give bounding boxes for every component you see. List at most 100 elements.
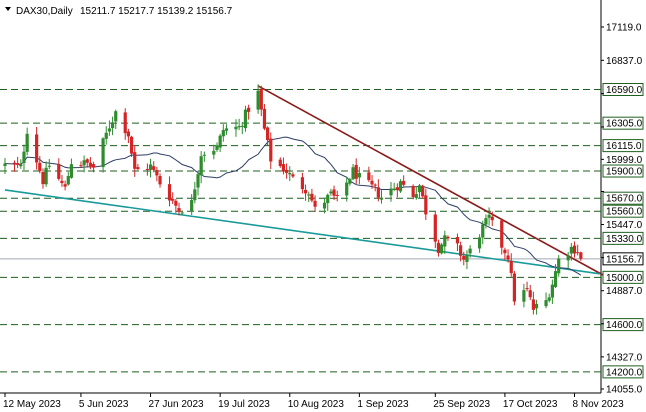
candle [572, 241, 577, 258]
candle [148, 158, 153, 178]
candle-body [237, 126, 241, 128]
level-tag-box [602, 164, 644, 178]
candle [35, 126, 39, 170]
candle-body [455, 237, 460, 244]
candle [367, 166, 371, 182]
candle-body [326, 194, 330, 204]
candle [123, 108, 127, 140]
level-tag-box [602, 270, 644, 284]
candle [202, 151, 206, 162]
candle-body [88, 162, 93, 167]
y-tick-label: 17119.0 [606, 23, 642, 34]
candle-body [199, 156, 203, 176]
candle-body [547, 297, 551, 301]
candle-body [174, 200, 178, 206]
candle-body [329, 191, 333, 194]
candle [174, 198, 178, 213]
candle [370, 175, 374, 189]
candle [433, 211, 437, 249]
candle-body [484, 218, 488, 225]
candle [335, 190, 339, 202]
candle [155, 166, 159, 182]
candle-body [114, 111, 118, 122]
candle [291, 172, 295, 179]
candle [376, 179, 380, 202]
level-tag: 14200.0 [602, 365, 644, 379]
level-tag-box [602, 204, 644, 218]
candle-body [155, 170, 159, 176]
x-tick-label: 10 Aug 2023 [288, 399, 345, 410]
candle-body [158, 176, 162, 185]
candle-body [129, 136, 134, 154]
candle-body [180, 212, 184, 214]
candle-body [221, 130, 225, 137]
level-tag-label: 15900.0 [606, 167, 643, 178]
candle-body [576, 252, 580, 254]
candle [424, 188, 428, 220]
candle-body [379, 197, 384, 200]
candle [129, 135, 134, 157]
candle-body [370, 180, 374, 185]
candle [16, 156, 20, 169]
candle [303, 184, 308, 201]
candle [512, 271, 517, 306]
level-tag-label: 15670.0 [606, 194, 643, 205]
candle [88, 157, 93, 170]
x-tick-label: 8 Nov 2023 [573, 399, 625, 410]
candle [500, 218, 504, 255]
candle-body [557, 258, 561, 274]
candle-body [193, 189, 197, 201]
candle [91, 161, 96, 173]
candle-body [215, 145, 219, 150]
candle-body [63, 184, 67, 187]
candle [110, 116, 115, 136]
candle [300, 172, 305, 194]
candle-body [443, 235, 447, 247]
candle-body [424, 195, 428, 215]
candle-body [259, 88, 263, 110]
candle [421, 184, 425, 199]
level-tag: 15900.0 [602, 164, 644, 178]
candle-body [367, 172, 371, 181]
level-tag-label: 16305.0 [606, 119, 643, 130]
candle [79, 161, 83, 168]
candle [158, 173, 162, 188]
candle [66, 172, 70, 186]
candle-body [389, 188, 393, 196]
level-tag-label: 14200.0 [606, 367, 643, 378]
candle [57, 158, 61, 181]
trendline-support [4, 189, 600, 275]
x-tick-label: 17 Oct 2023 [503, 399, 558, 410]
triangle-down-icon[interactable] [5, 7, 11, 11]
candle-body [395, 187, 399, 191]
candle-body [440, 244, 444, 254]
candle-body [110, 122, 115, 129]
candle-body [459, 245, 463, 256]
candle-body [348, 179, 352, 184]
level-tag-box [602, 365, 644, 379]
candle [60, 174, 64, 187]
levels-layer [0, 88, 601, 373]
candle [402, 175, 406, 187]
candle [307, 191, 311, 203]
candle-body [171, 198, 175, 201]
candle-body [433, 214, 437, 242]
candle-body [247, 107, 251, 112]
candle [221, 124, 225, 142]
candle-body [462, 256, 466, 260]
candle [247, 104, 251, 120]
candle [357, 166, 361, 185]
candle-body [313, 200, 317, 207]
candle [440, 243, 444, 255]
chart-header: DAX30,Daily 15211.7 15217.7 15139.2 1515… [5, 6, 233, 17]
candle-body [69, 164, 74, 178]
symbol-label: DAX30,Daily [16, 6, 73, 17]
candle-body [212, 150, 216, 155]
candle [167, 176, 172, 207]
candle [310, 188, 314, 203]
candle-body [82, 160, 86, 166]
candle-body [224, 128, 229, 131]
candle [345, 176, 349, 202]
candle-body [145, 168, 149, 170]
